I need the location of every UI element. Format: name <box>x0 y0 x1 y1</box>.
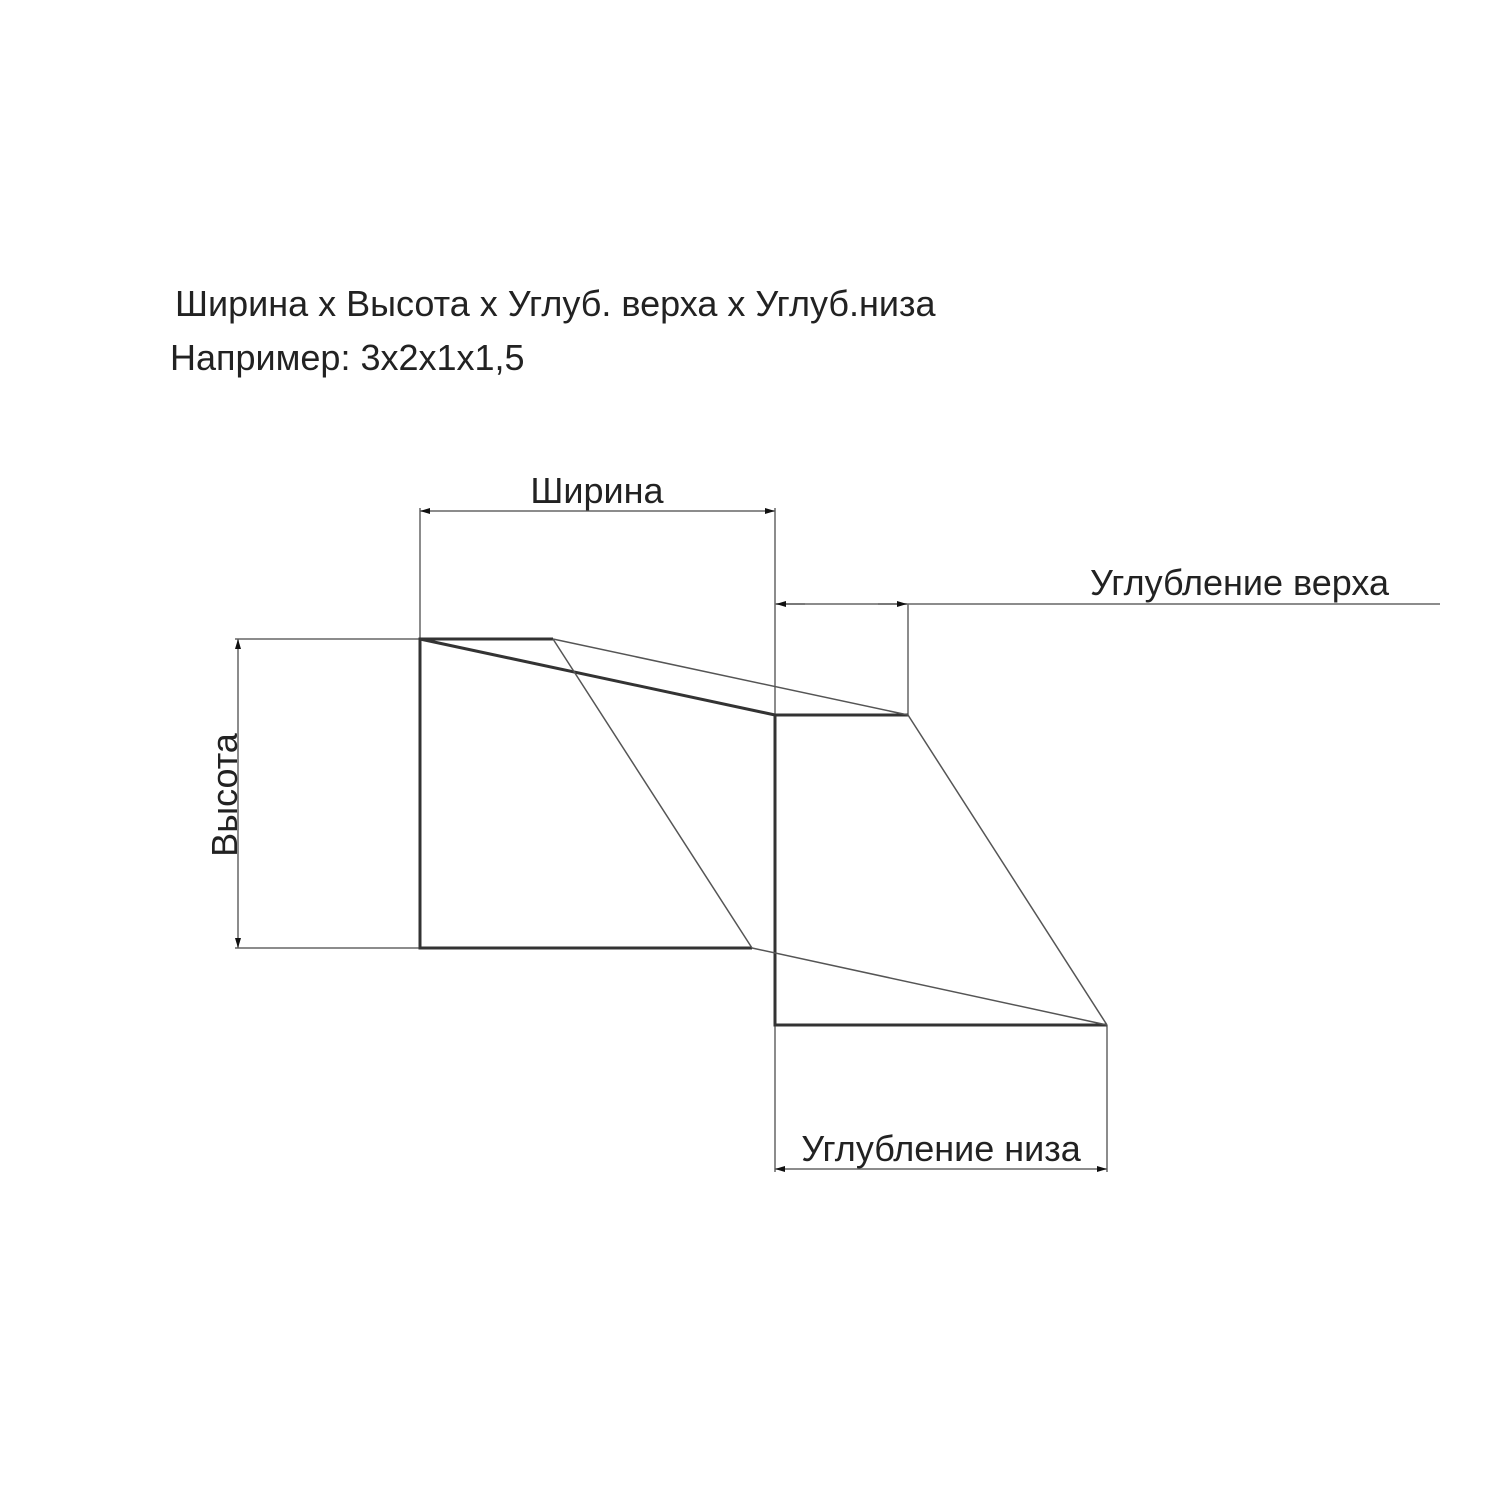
example-text: Например: 3х2х1х1,5 <box>170 337 525 378</box>
height-label: Высота <box>204 732 245 857</box>
height-dimension <box>235 638 420 949</box>
width-label: Ширина <box>530 470 664 511</box>
left-profile <box>418 637 776 950</box>
construction-lines <box>552 638 1108 1026</box>
top-depth-dimension <box>775 601 1440 715</box>
top-depth-label: Углубление верха <box>1090 562 1390 603</box>
bottom-depth-dimension <box>774 1025 1108 1172</box>
right-profile <box>773 713 1107 1027</box>
formula-text: Ширина х Высота х Углуб. верха х Углуб.н… <box>175 283 936 324</box>
bottom-depth-label: Углубление низа <box>801 1128 1082 1169</box>
